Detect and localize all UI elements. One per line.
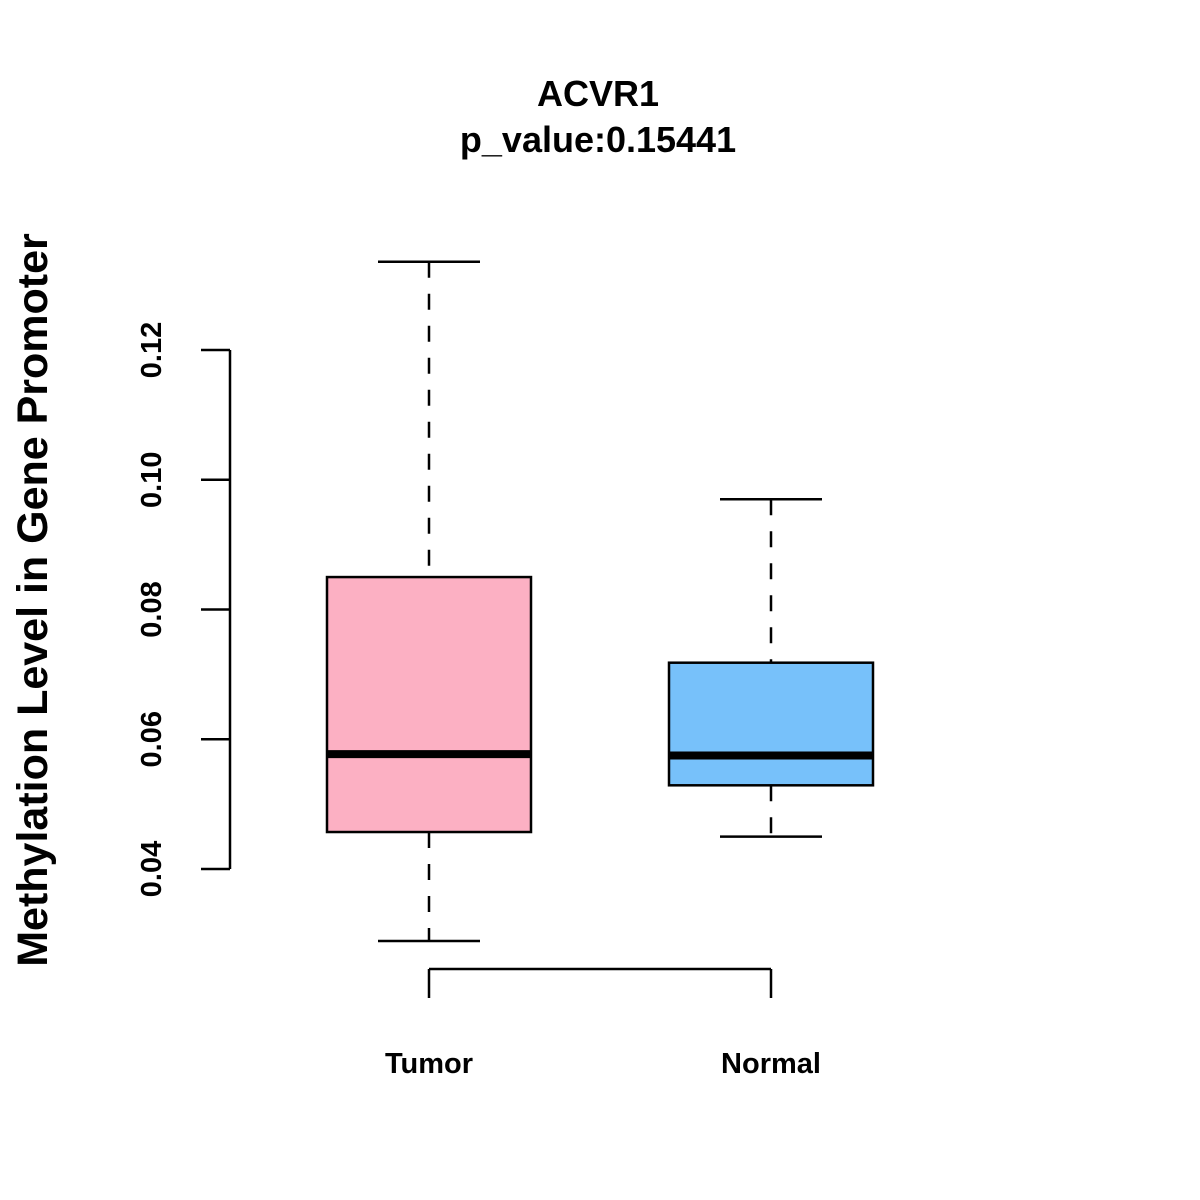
x-tick-label: Tumor <box>385 1048 473 1080</box>
y-tick-label: 0.10 <box>136 452 168 508</box>
iqr-box <box>325 575 533 834</box>
iqr-box <box>667 661 875 787</box>
box-normal <box>667 497 875 838</box>
y-tick-label: 0.04 <box>136 841 168 897</box>
y-tick-label: 0.12 <box>136 322 168 378</box>
chart-title: ACVR1 <box>537 73 659 114</box>
y-axis: 0.04 0.06 0.08 0.10 0.12 <box>136 322 232 897</box>
boxes-group <box>325 260 875 943</box>
x-axis: Tumor Normal <box>385 967 821 1080</box>
y-tick-label: 0.06 <box>136 711 168 767</box>
y-axis-label: Methylation Level in Gene Promoter <box>9 233 57 967</box>
x-tick-label: Normal <box>721 1048 821 1080</box>
chart-subtitle: p_value:0.15441 <box>460 119 736 160</box>
box-tumor <box>325 260 533 943</box>
y-tick-label: 0.08 <box>136 581 168 637</box>
